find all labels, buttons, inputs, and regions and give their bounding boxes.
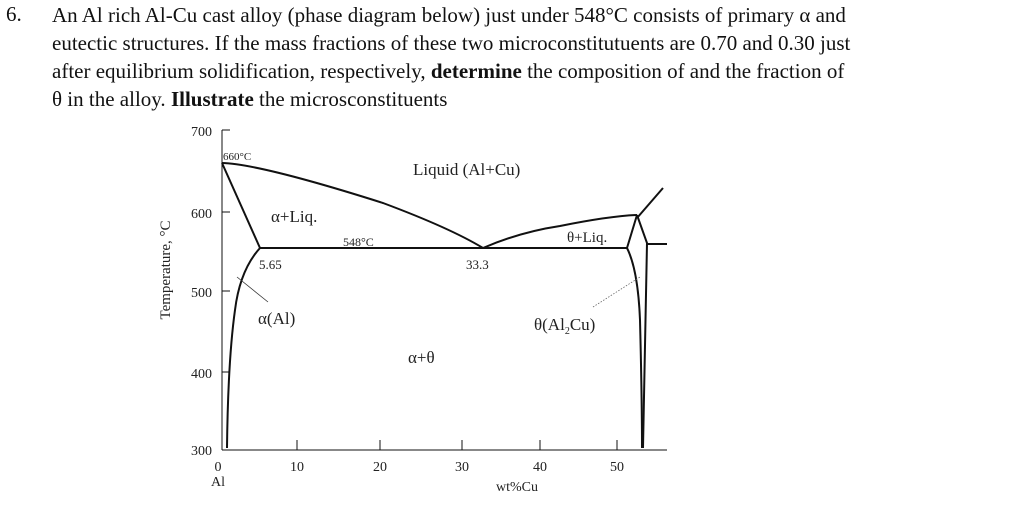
x-tick-label: 20 [373, 460, 387, 475]
alpha-theta-region-label: α+θ [408, 348, 435, 367]
y-tick-label: 500 [191, 286, 212, 301]
liquid-region-label: Liquid (Al+Cu) [413, 160, 520, 179]
subscript: 2 [565, 326, 570, 337]
liquidus-alpha [221, 162, 484, 249]
question-line-4: θ in the alloy. Illustrate the microscon… [52, 86, 447, 112]
alpha-pointer [236, 276, 269, 303]
x-axis-label: wt%Cu [496, 480, 538, 495]
x-tick-label: 0 [215, 460, 222, 475]
theta-liquid-region-label: θ+Liq. [567, 230, 607, 246]
eutectic-temp-label: 548°C [343, 235, 374, 249]
text: the microsconstituents [253, 87, 448, 111]
question-number: 6. [6, 2, 22, 26]
x-tick-label: 50 [610, 460, 624, 475]
solvus-alpha [226, 247, 261, 449]
question-line-3: after equilibrium solidification, respec… [52, 58, 844, 84]
determine-emphasis: determine [430, 59, 522, 83]
text: the composition of and the fraction of [521, 59, 845, 83]
x-tick-marks [296, 440, 618, 450]
text: θ in the alloy. [52, 87, 171, 111]
alpha-liquid-region-label: α+Liq. [271, 207, 317, 226]
theta-pointer [592, 276, 641, 308]
y-tick-label: 600 [191, 207, 212, 222]
y-axis-label: Temperature, °C [158, 220, 174, 319]
text: after equilibrium solidification, respec… [52, 59, 431, 83]
alpha-max-solubility-label: 5.65 [259, 257, 282, 272]
question-line-1: An Al rich Al-Cu cast alloy (phase diagr… [52, 3, 846, 27]
y-tick-label: 300 [191, 444, 212, 459]
x-tick-label: 10 [290, 460, 304, 475]
eutectic-composition-label: 33.3 [466, 257, 489, 272]
question-line-2: eutectic structures. If the mass fractio… [52, 31, 851, 55]
melting-point-label: 660°C [223, 151, 251, 163]
text: Cu) [570, 315, 596, 334]
upper-liquidus [636, 187, 664, 219]
text: θ(Al [534, 315, 565, 334]
alpha-phase-label: α(Al) [258, 309, 295, 328]
x-tick-label: 30 [455, 460, 469, 475]
x-tick-label: 40 [533, 460, 547, 475]
theta-phase-label: θ(Al2Cu) [534, 315, 595, 337]
x-origin-label: Al [211, 475, 225, 490]
y-tick-label: 400 [191, 367, 212, 382]
illustrate-emphasis: Illustrate [170, 87, 254, 111]
liquidus-theta [482, 214, 638, 249]
solidus-alpha [221, 162, 261, 249]
theta-left-boundary [626, 214, 643, 449]
y-tick-label: 700 [191, 125, 212, 140]
